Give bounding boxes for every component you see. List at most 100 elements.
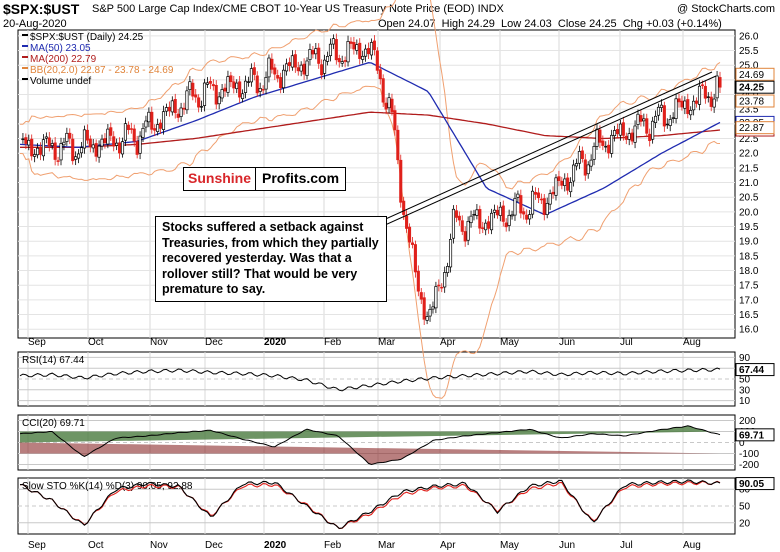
candle-body <box>68 132 72 139</box>
candle-body <box>428 308 432 317</box>
candle-body <box>185 90 189 111</box>
candle-body <box>258 88 262 92</box>
candle-body <box>211 84 215 87</box>
candle-body <box>572 164 576 182</box>
indicator-tick-label: 0 <box>739 438 745 449</box>
candle-body <box>241 93 245 99</box>
indicator-tick-label: 90 <box>739 353 751 364</box>
candle-body <box>718 77 722 88</box>
cci-line <box>19 425 721 466</box>
candle-body <box>475 209 479 216</box>
logo-part2: Profits.com <box>262 170 340 186</box>
x-axis-label-mar: Mar <box>378 540 396 551</box>
candle-body <box>246 81 251 83</box>
candle-body <box>630 132 634 142</box>
candle-body <box>469 215 473 224</box>
high-label: High <box>441 18 465 30</box>
ohlc-readout: Open 24.07 High 24.29 Low 24.03 Close 24… <box>378 18 722 30</box>
candle-body <box>528 214 532 220</box>
x-axis-label-apr: Apr <box>440 540 456 551</box>
rsi-line <box>19 367 721 392</box>
candle-body <box>21 138 25 141</box>
candle-body <box>580 150 584 159</box>
candle-body <box>299 64 303 72</box>
x-axis-label-may: May <box>500 337 519 348</box>
price-badge-text: 24.69 <box>739 70 764 81</box>
y-tick-label: 23.5 <box>739 105 759 116</box>
candle-body <box>197 97 201 108</box>
candle-body <box>173 99 177 114</box>
y-tick-label: 19.0 <box>739 237 759 248</box>
candle-body <box>38 146 43 155</box>
y-tick-label: 18.0 <box>739 266 759 277</box>
candle-body <box>97 145 101 158</box>
price-badge <box>735 67 775 81</box>
candle-body <box>141 128 145 138</box>
high-value: 24.29 <box>467 18 495 30</box>
rsi-title: RSI(14) 67.44 <box>22 355 85 366</box>
sto-value-badge <box>735 477 775 491</box>
candle-body <box>74 156 78 160</box>
candle-body <box>238 81 242 98</box>
chart-symbol: $SPX:$UST <box>3 1 80 17</box>
candle-body <box>314 48 318 55</box>
candle-body <box>50 143 54 146</box>
trendline-1 <box>369 71 713 227</box>
candle-body <box>302 63 306 75</box>
candle-body <box>431 306 435 310</box>
candle-body <box>36 147 40 156</box>
candle-body <box>463 231 467 242</box>
chg-value: +0.03 (+0.14%) <box>645 18 722 30</box>
legend-swatch <box>22 34 28 36</box>
candle-body <box>642 118 646 122</box>
candle-body <box>390 98 394 112</box>
candle-body <box>498 206 502 216</box>
candle-body <box>194 94 198 98</box>
candle-body <box>325 56 330 62</box>
candle-body <box>188 81 192 90</box>
candle-body <box>226 76 230 93</box>
candle-body <box>577 151 581 164</box>
candle-body <box>375 50 379 71</box>
low-label: Low <box>500 18 522 30</box>
candle-body <box>123 123 127 141</box>
candle-body <box>615 129 620 135</box>
candle-body <box>47 137 51 147</box>
candle-body <box>293 54 297 68</box>
x-axis-label-may: May <box>500 540 519 551</box>
x-axis-label-oct: Oct <box>88 540 104 551</box>
candle-body <box>481 227 485 230</box>
candle-body <box>671 117 675 119</box>
candle-body <box>665 123 669 126</box>
price-badge <box>735 94 775 108</box>
candle-body <box>161 111 166 130</box>
candle-body <box>88 138 92 147</box>
candle-body <box>697 85 702 105</box>
candle-body <box>504 222 508 228</box>
candle-body <box>662 105 666 127</box>
candle-body <box>56 160 60 162</box>
candle-body <box>478 209 482 229</box>
candle-body <box>27 139 31 146</box>
candle-body <box>531 190 535 215</box>
candle-body <box>282 69 286 89</box>
candle-body <box>686 99 690 114</box>
candle-body <box>340 61 344 64</box>
candle-body <box>261 89 265 91</box>
legend-swatch <box>22 56 28 58</box>
y-tick-label: 20.5 <box>739 193 759 204</box>
candle-body <box>413 244 417 273</box>
candle-body <box>85 129 89 141</box>
cci-value-text: 69.71 <box>739 430 764 441</box>
candle-body <box>59 143 63 161</box>
chg-label: Chg <box>622 18 643 30</box>
candle-body <box>381 78 385 103</box>
candle-body <box>106 128 110 145</box>
candle-body <box>182 107 186 110</box>
candle-body <box>220 89 224 99</box>
x-axis-label-2020: 2020 <box>264 337 287 348</box>
legend-swatch <box>22 78 28 80</box>
candle-body <box>112 136 116 147</box>
candle-body <box>627 133 631 140</box>
x-axis-label-feb: Feb <box>324 337 342 348</box>
